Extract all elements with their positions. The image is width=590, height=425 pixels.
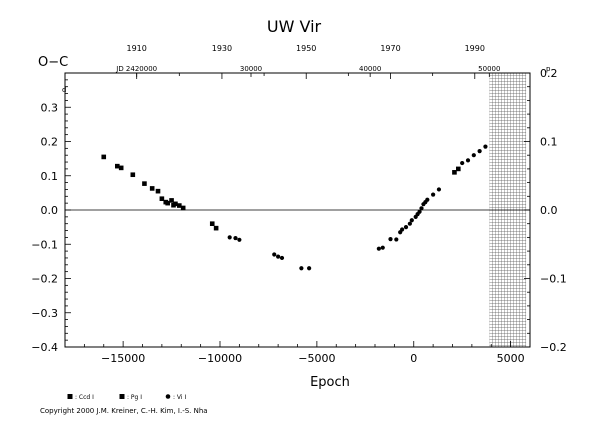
legend-label: : Pg I xyxy=(127,394,142,401)
data-point-dot xyxy=(279,255,285,261)
chart-title: UW Vir xyxy=(267,17,322,36)
right-tick-label: 0.1 xyxy=(540,136,558,149)
year-tick-label: 1990 xyxy=(465,44,485,53)
data-point-square xyxy=(165,200,170,206)
data-point-dot xyxy=(409,218,414,223)
data-point-dot xyxy=(425,197,430,202)
data-point-dot xyxy=(394,237,399,242)
right-tick-label: −0.2 xyxy=(540,341,567,354)
x-tick-label: −10000 xyxy=(198,352,242,365)
data-point-dot xyxy=(237,237,242,242)
data-point-square xyxy=(101,154,107,160)
legend-marker-dot xyxy=(165,394,171,399)
data-point-dot xyxy=(419,206,424,211)
legend-label: : Vi I xyxy=(173,394,186,401)
data-point-dot xyxy=(403,225,409,230)
year-tick-label: 1910 xyxy=(127,44,147,53)
data-point-square xyxy=(149,186,155,191)
x-tick-label: 5000 xyxy=(497,352,525,365)
data-point-square xyxy=(180,205,186,211)
y-axis-label: O−C xyxy=(38,55,68,70)
data-point-dot xyxy=(483,144,488,149)
x-tick-label: 0 xyxy=(410,352,417,365)
data-point-dot xyxy=(471,153,476,158)
jd-label: 50000 xyxy=(478,65,500,73)
year-tick-label: 1970 xyxy=(380,44,400,53)
data-point-dot xyxy=(299,266,304,271)
data-point-square xyxy=(456,166,461,172)
data-point-dot xyxy=(376,246,381,251)
data-point-square xyxy=(159,196,165,201)
data-point-square xyxy=(452,170,457,175)
data-point-dot xyxy=(417,209,422,214)
data-point-dot xyxy=(388,237,393,242)
data-point-dot xyxy=(431,192,436,197)
data-point-square xyxy=(213,225,219,231)
copyright-text: Copyright 2000 J.M. Kreiner, C.-H. Kim, … xyxy=(40,407,208,415)
data-point-square xyxy=(118,165,124,171)
data-point-dot xyxy=(272,252,277,257)
jd-label: JD 2420000 xyxy=(115,65,157,73)
data-point-dot xyxy=(407,221,412,226)
data-point-square xyxy=(177,203,182,208)
legend-label: : Ccd I xyxy=(75,394,94,401)
year-tick-label: 1930 xyxy=(212,44,232,53)
y-tick-label: 0.0 xyxy=(41,204,59,217)
y-unit-mark: d xyxy=(62,86,66,94)
legend: : Ccd I : Pg I : Vi I xyxy=(67,394,186,401)
right-unit-mark: p xyxy=(546,65,551,73)
data-point-dot xyxy=(460,160,465,166)
jd-label: 40000 xyxy=(359,65,381,73)
y-tick-label: −0.1 xyxy=(31,238,58,251)
data-point-square xyxy=(155,188,161,194)
data-point-dot xyxy=(307,266,312,271)
data-point-dot xyxy=(227,235,232,240)
y-tick-label: −0.4 xyxy=(31,341,58,354)
x-tick-label: −15000 xyxy=(101,352,145,365)
data-point-square xyxy=(209,221,215,226)
right-tick-label: 0.0 xyxy=(540,204,558,217)
data-point-square xyxy=(130,172,136,178)
data-point-dot xyxy=(400,227,405,232)
data-point-dot xyxy=(436,187,442,192)
y-tick-label: −0.2 xyxy=(31,273,58,286)
legend-marker-square xyxy=(119,394,125,399)
data-point-square xyxy=(115,163,120,169)
y-tick-label: −0.3 xyxy=(31,307,58,320)
data-point-square xyxy=(142,181,147,186)
y-tick-label: 0.2 xyxy=(41,136,59,149)
data-point-dot xyxy=(477,148,482,154)
data-point-dot xyxy=(276,254,281,259)
y-tick-label: 0.1 xyxy=(41,170,59,183)
data-point-square xyxy=(171,202,176,208)
axis-ticks xyxy=(64,72,531,348)
jd-label: 30000 xyxy=(240,65,262,73)
x-axis-label: Epoch xyxy=(310,375,350,390)
data-point-dot xyxy=(465,158,471,163)
data-point-square xyxy=(169,198,174,203)
legend-marker-square xyxy=(67,394,73,399)
right-tick-label: −0.1 xyxy=(540,273,567,286)
data-point-dot xyxy=(380,245,385,250)
y-tick-label: 0.3 xyxy=(41,101,59,114)
right-tick-label: 0.2 xyxy=(540,67,558,80)
x-tick-label: −5000 xyxy=(298,352,335,365)
data-point-dot xyxy=(233,235,238,241)
tick-labels: −15000 −10000 −5000 0 5000 0.3 0.2 0.1 0.0 −0.1 −0… xyxy=(31,44,566,365)
year-tick-label: 1950 xyxy=(296,44,316,53)
data-points xyxy=(101,144,488,271)
